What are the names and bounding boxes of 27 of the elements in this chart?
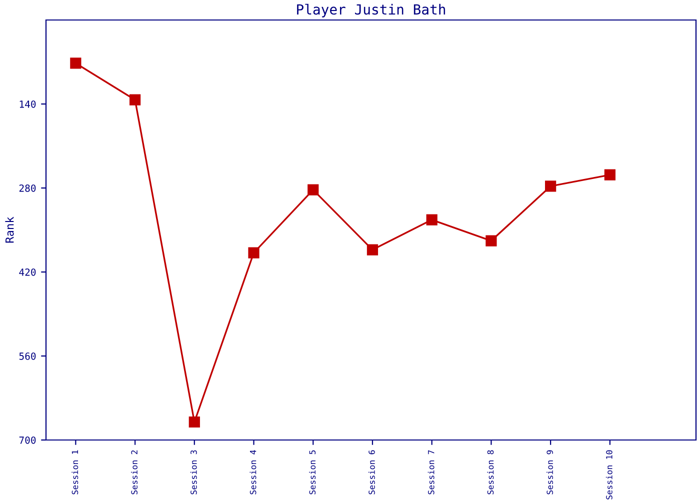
point <box>545 180 556 192</box>
x-tick-label: Session 7 <box>428 450 434 494</box>
point <box>486 235 497 246</box>
x-tick-label: Session 3 <box>190 450 197 494</box>
point <box>129 94 141 106</box>
point <box>366 244 378 256</box>
y-tick-label: 140 <box>20 100 36 108</box>
point <box>188 416 200 428</box>
y-tick-label: 420 <box>19 268 36 276</box>
x-tick-label: Session 6 <box>368 450 375 494</box>
point <box>604 169 616 180</box>
chart-title: Player Justin Bath <box>297 4 446 18</box>
point <box>248 247 260 258</box>
x-tick-label: Session 4 <box>250 450 256 494</box>
x-tick-label: Session 5 <box>309 450 316 494</box>
y-tick-label: 700 <box>19 436 36 444</box>
x-tick-label: Session 10 <box>606 450 612 500</box>
x-tick-label: Session 2 <box>131 450 138 494</box>
y-tick-label: 280 <box>19 184 36 192</box>
x-tick-label: Session 8 <box>487 450 494 494</box>
y-axis-title: Rank <box>5 216 14 243</box>
x-tick-label: Session 1 <box>72 450 78 494</box>
x-tick-label: Session 9 <box>546 450 554 494</box>
y-tick-label: 560 <box>19 352 36 360</box>
point <box>426 214 438 226</box>
point <box>308 184 319 196</box>
point <box>70 58 82 69</box>
